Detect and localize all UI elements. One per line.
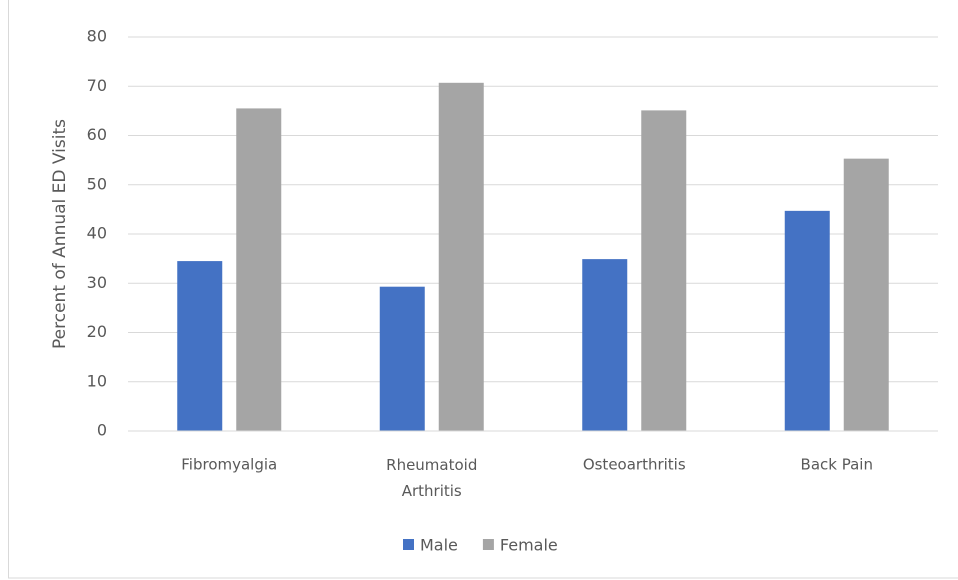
y-tick-label: 80 xyxy=(87,27,107,46)
bar xyxy=(784,210,830,431)
x-tick-label: Fibromyalgia xyxy=(181,456,277,474)
y-tick-label: 0 xyxy=(97,421,107,440)
bar xyxy=(236,108,282,431)
bar xyxy=(438,82,484,432)
y-tick-label: 40 xyxy=(87,224,107,243)
y-axis-title: Percent of Annual ED Visits xyxy=(50,119,70,349)
bar xyxy=(177,261,223,431)
legend-swatch xyxy=(403,539,414,550)
y-tick-label: 50 xyxy=(87,174,107,193)
legend-label: Female xyxy=(500,536,558,555)
x-tick-label: Osteoarthritis xyxy=(583,456,686,474)
bar xyxy=(843,158,889,431)
x-tick-label: Rheumatoid Arthritis xyxy=(386,456,477,500)
legend-swatch xyxy=(482,539,494,550)
y-tick-label: 10 xyxy=(87,371,107,390)
bar xyxy=(641,110,687,431)
y-tick-label: 60 xyxy=(87,125,107,144)
bar xyxy=(379,286,425,431)
y-tick-label: 70 xyxy=(87,76,107,95)
y-tick-label: 30 xyxy=(87,273,107,292)
bar xyxy=(582,259,628,431)
x-tick-label: Back Pain xyxy=(801,456,873,474)
y-tick-label: 20 xyxy=(87,322,107,341)
chart-frame xyxy=(8,0,958,579)
legend-label: Male xyxy=(420,536,458,555)
